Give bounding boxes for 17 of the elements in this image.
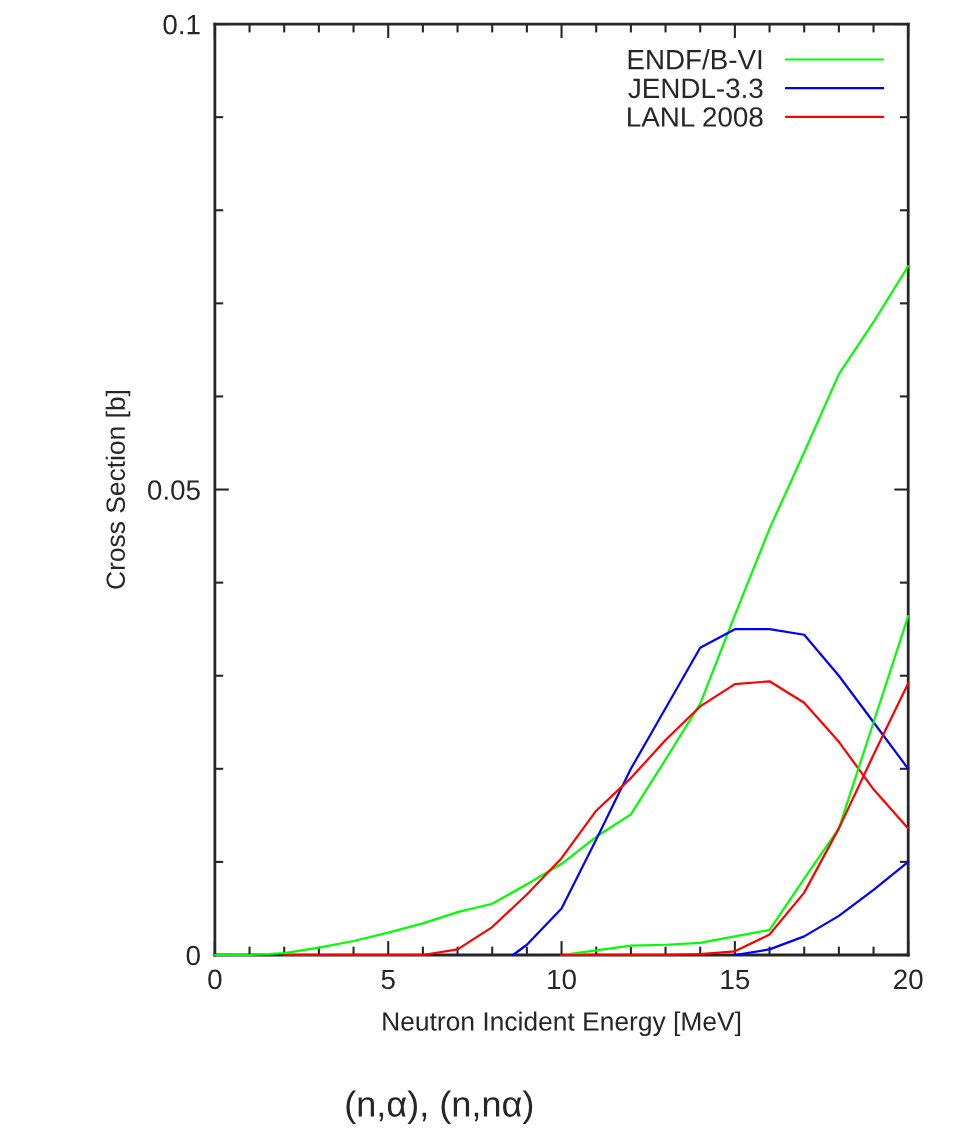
x-axis-title: Neutron Incident Energy [MeV] — [383, 1011, 741, 1037]
x-tick-label: 15 — [721, 969, 750, 990]
legend-label: JENDL-3.3 — [628, 78, 763, 99]
y-tick-label: 0.1 — [163, 14, 200, 35]
y-tick-label: 0.05 — [148, 480, 200, 500]
line-series — [511, 628, 910, 957]
legend-label: LANL 2008 — [628, 107, 763, 127]
x-tick-label: 0 — [208, 969, 222, 990]
x-tick-label: 20 — [894, 969, 923, 990]
legend-label: ENDF/B-VI — [628, 49, 762, 70]
y-tick-label: 0 — [186, 945, 200, 966]
line-series — [283, 680, 910, 957]
x-tick-label: 10 — [548, 969, 576, 990]
text: (n,α), (n,nα) — [346, 1090, 533, 1125]
y-axis-title: Cross Section [b] — [105, 390, 131, 589]
x-tick-label: 5 — [381, 969, 395, 990]
line-series — [733, 860, 910, 957]
